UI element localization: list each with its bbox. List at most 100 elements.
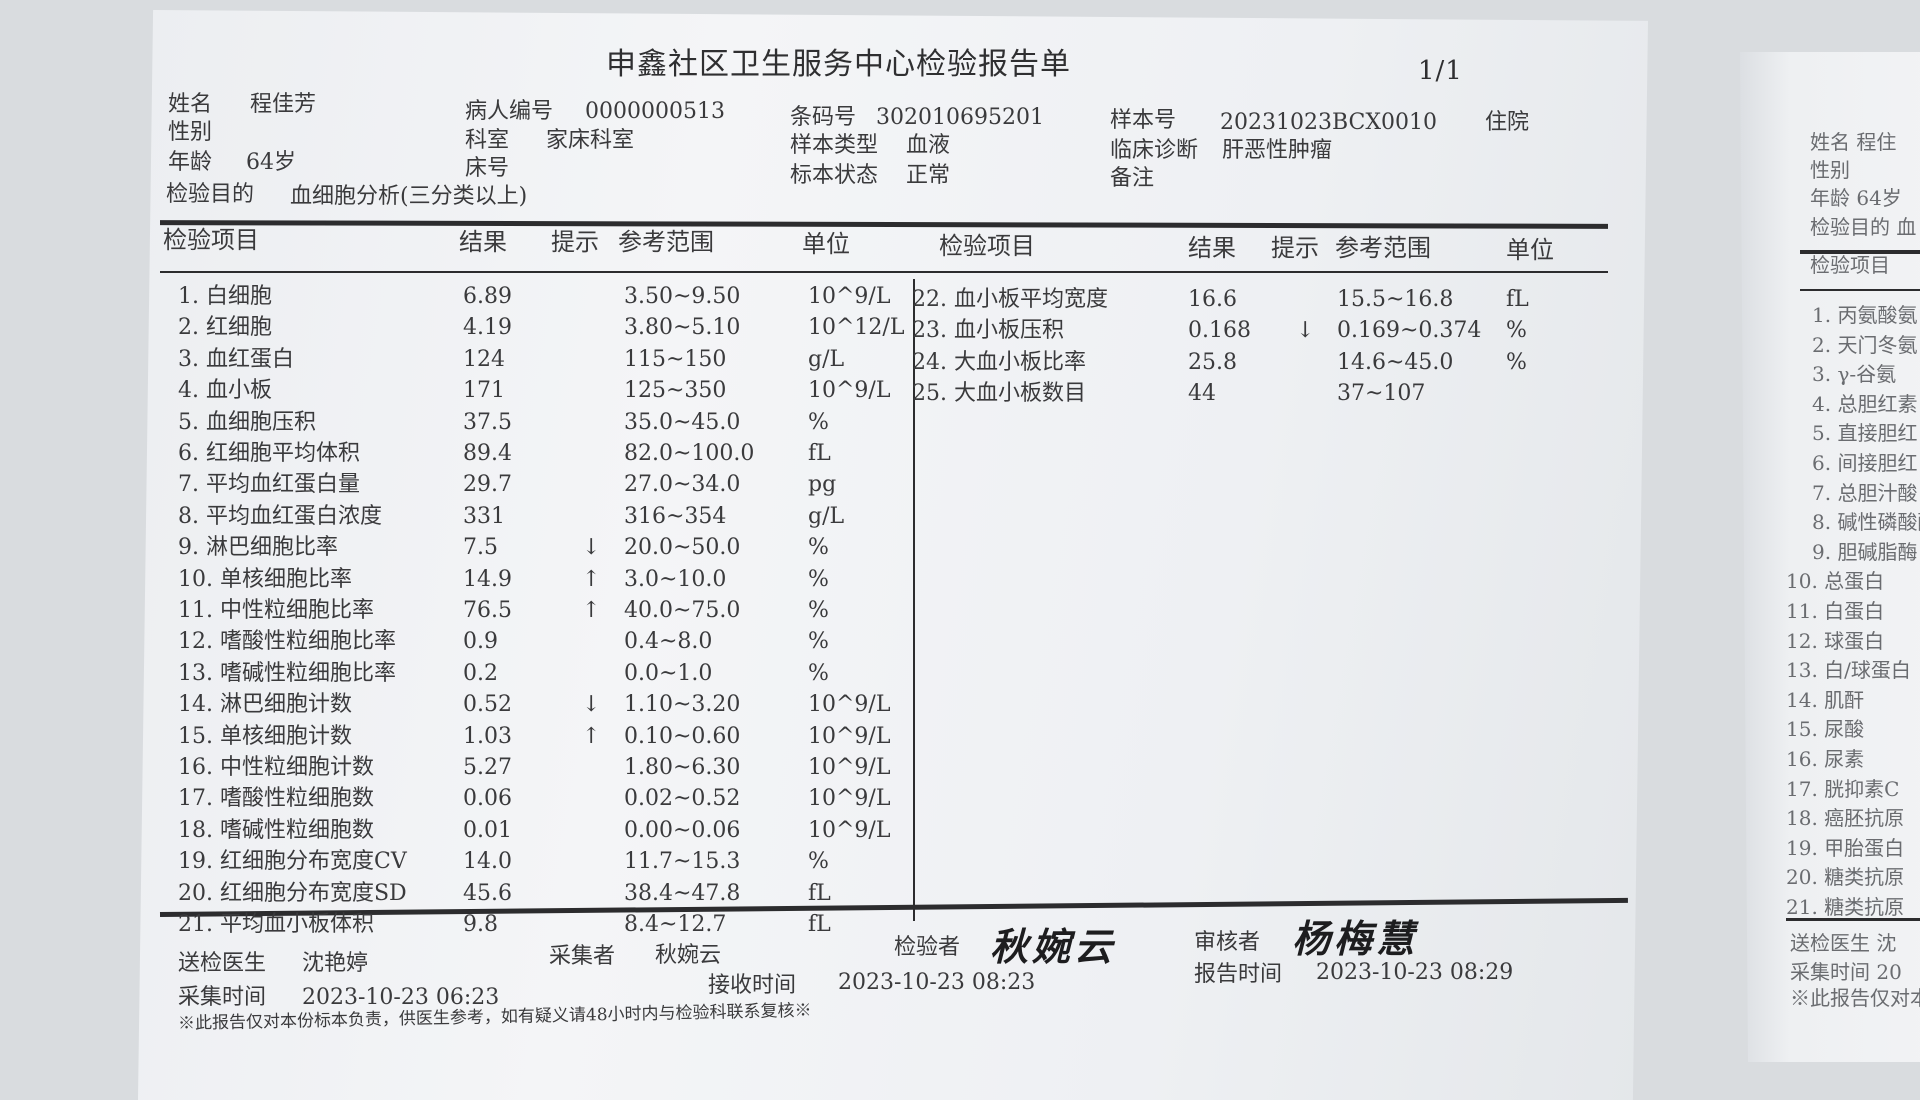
- reference-range: 35.0~45.0: [624, 409, 741, 435]
- second-sheet-item: 2. 天门冬氨: [1812, 332, 1918, 357]
- reference-range: 8.4~12.7: [624, 912, 727, 937]
- reviewer-signature: 杨梅慧: [1292, 916, 1419, 961]
- second-sheet-header-field: 检验项目: [1810, 253, 1890, 277]
- col-header-unit-right: 单位: [1506, 236, 1554, 264]
- name-label: 姓名: [168, 92, 213, 117]
- reference-range: 3.80~5.10: [624, 315, 741, 341]
- receive-time: 2023-10-23 08:23: [838, 970, 1036, 995]
- unit: 10^9/L: [808, 692, 891, 718]
- unit: fL: [1506, 287, 1529, 312]
- flag-indicator: ↓: [582, 692, 601, 718]
- result-value: 44: [1188, 381, 1216, 407]
- report-time: 2023-10-23 08:29: [1316, 960, 1514, 985]
- item-name: 4. 血小板: [178, 378, 272, 404]
- result-value: 25.8: [1188, 349, 1237, 375]
- report-time-label: 报告时间: [1194, 962, 1283, 987]
- result-value: 37.5: [463, 409, 512, 435]
- item-name: 23. 血小板压积: [912, 318, 1064, 344]
- col-header-range: 参考范围: [618, 228, 714, 256]
- second-sheet-header-field: 姓名 程住: [1810, 130, 1897, 154]
- receive-time-label: 接收时间: [708, 973, 797, 998]
- second-sheet-item: 20. 糖类抗原: [1786, 865, 1905, 890]
- reference-range: 38.4~47.8: [624, 880, 741, 906]
- second-sheet-item: 11. 白蛋白: [1786, 599, 1885, 623]
- unit: %: [1506, 318, 1527, 344]
- unit: fL: [808, 912, 831, 937]
- unit: 10^9/L: [808, 378, 891, 404]
- unit: %: [808, 629, 829, 655]
- diagnosis-label: 临床诊断: [1110, 138, 1199, 163]
- item-name: 6. 红细胞平均体积: [178, 441, 360, 466]
- reference-range: 115~150: [624, 346, 727, 372]
- item-name: 19. 红细胞分布宽度CV: [178, 849, 407, 875]
- barcode: 302010695201: [876, 105, 1044, 130]
- second-sheet-item: 10. 总蛋白: [1786, 569, 1885, 594]
- second-sheet-footer-field: 送检医生 沈: [1790, 931, 1897, 955]
- second-sheet-footer-field: ※此报告仅对本份: [1790, 986, 1920, 1010]
- result-value: 0.01: [463, 817, 512, 843]
- reference-range: 0.02~0.52: [624, 786, 741, 812]
- sample-state: 正常: [906, 163, 951, 188]
- result-value: 1.03: [463, 723, 512, 749]
- item-name: 13. 嗜碱性粒细胞比率: [178, 660, 396, 686]
- second-sheet-item: 7. 总胆汁酸: [1812, 480, 1918, 505]
- col-header-result-right: 结果: [1188, 234, 1236, 262]
- result-value: 45.6: [463, 880, 512, 906]
- item-name: 11. 中性粒细胞比率: [178, 598, 374, 623]
- tester-label: 检验者: [894, 935, 961, 960]
- reference-range: 3.0~10.0: [624, 566, 727, 592]
- result-value: 9.8: [463, 912, 498, 937]
- clinical-diagnosis: 肝恶性肿瘤: [1222, 138, 1333, 163]
- collect-time-label: 采集时间: [178, 985, 267, 1010]
- test-purpose: 血细胞分析(三分类以上): [290, 184, 528, 209]
- item-name: 2. 红细胞: [178, 315, 272, 341]
- column-divider: [913, 279, 915, 921]
- col-header-flag: 提示: [551, 228, 599, 256]
- sample-type: 血液: [906, 133, 951, 158]
- flag-indicator: ↓: [1296, 318, 1315, 344]
- sex-label: 性别: [168, 120, 213, 145]
- result-value: 124: [463, 346, 505, 372]
- lab-report-sheet: [138, 10, 1648, 1100]
- reference-range: 0.169~0.374: [1337, 318, 1482, 344]
- col-header-range-right: 参考范围: [1335, 234, 1431, 262]
- col-header-item-right: 检验项目: [939, 232, 1035, 260]
- reference-range: 0.0~1.0: [624, 660, 713, 686]
- result-value: 29.7: [463, 472, 512, 498]
- col-header-flag-right: 提示: [1271, 234, 1319, 262]
- unit: %: [808, 598, 829, 623]
- age-label: 年龄: [168, 150, 213, 175]
- second-sheet-header-divider: [1800, 250, 1920, 254]
- reviewer-label: 审核者: [1194, 930, 1261, 955]
- second-sheet-header-field: 年龄 64岁: [1810, 186, 1902, 210]
- second-sheet-column-divider: [1800, 289, 1920, 291]
- second-sheet-header-field: 性别: [1810, 158, 1850, 182]
- reference-range: 20.0~50.0: [624, 535, 741, 561]
- sample-no-label: 样本号: [1110, 108, 1177, 133]
- item-name: 5. 血细胞压积: [178, 409, 316, 435]
- reference-range: 0.10~0.60: [624, 723, 741, 749]
- second-sheet-item: 8. 碱性磷酸酶: [1812, 510, 1920, 535]
- item-name: 22. 血小板平均宽度: [912, 287, 1108, 312]
- patient-no-label: 病人编号: [465, 99, 554, 124]
- item-name: 1. 白细胞: [178, 284, 272, 309]
- report-title: 申鑫社区卫生服务中心检验报告单: [606, 47, 1071, 82]
- result-value: 331: [463, 503, 505, 529]
- column-header-divider: [160, 271, 1608, 273]
- unit: %: [808, 849, 829, 875]
- item-name: 16. 中性粒细胞计数: [178, 755, 374, 780]
- unit: g/L: [808, 503, 845, 529]
- second-sheet-footer-field: 采集时间 20: [1790, 960, 1902, 984]
- unit: 10^9/L: [808, 786, 891, 812]
- reference-range: 37~107: [1337, 381, 1426, 407]
- item-name: 17. 嗜酸性粒细胞数: [178, 786, 374, 812]
- page-number: 1/1: [1418, 56, 1463, 86]
- second-sheet-item: 14. 肌酐: [1786, 687, 1865, 712]
- item-name: 3. 血红蛋白: [178, 346, 294, 372]
- item-name: 7. 平均血红蛋白量: [178, 472, 360, 498]
- doctor-name: 沈艳婷: [302, 951, 369, 976]
- col-header-result: 结果: [459, 228, 507, 256]
- result-value: 0.9: [463, 629, 498, 655]
- sample-type-label: 样本类型: [790, 133, 879, 158]
- result-value: 7.5: [463, 535, 498, 561]
